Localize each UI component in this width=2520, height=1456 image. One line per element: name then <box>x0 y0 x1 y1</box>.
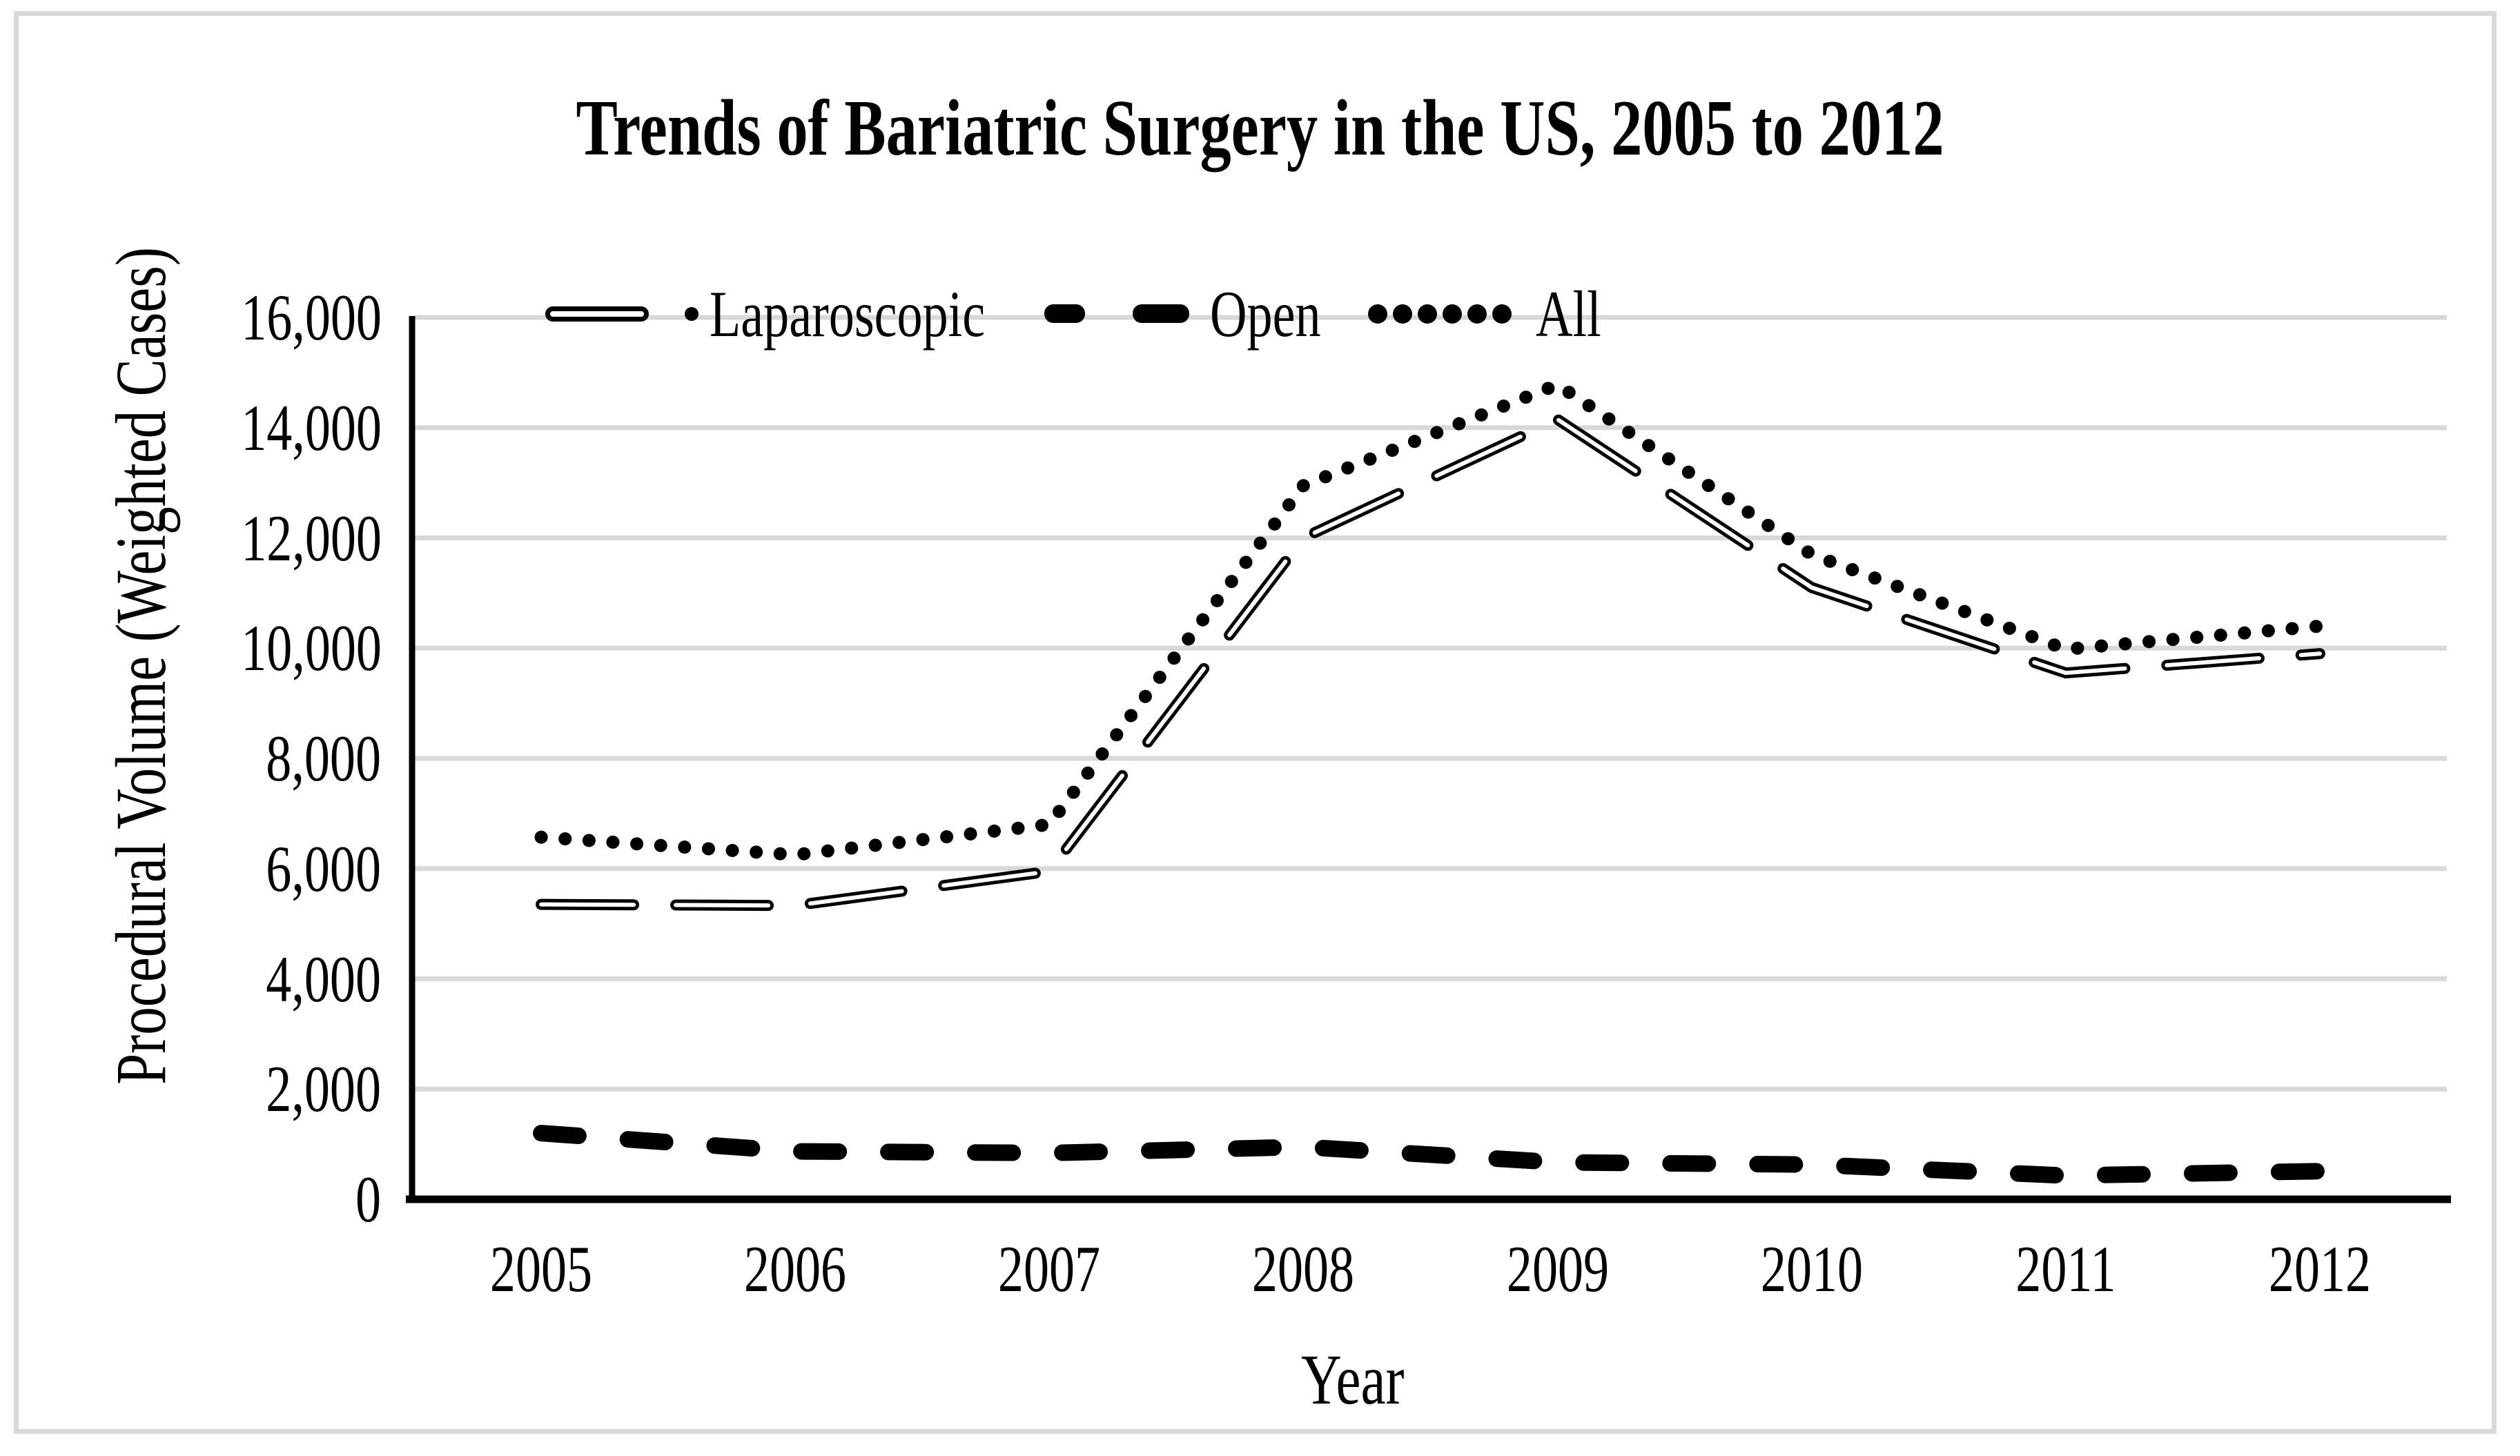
x-tick-label: 2008 <box>1252 1232 1355 1306</box>
legend-label-all: All <box>1536 277 1601 351</box>
y-tick-label: 14,000 <box>241 391 382 464</box>
legend-all-dot-marker <box>1418 304 1437 324</box>
legend-all-dot-marker <box>1467 304 1487 324</box>
series-all-line <box>534 377 2327 862</box>
x-tick-label: 2005 <box>489 1232 593 1306</box>
x-tick-label: 2009 <box>1506 1232 1609 1306</box>
chart-title: Trends of Bariatric Surgery in the US, 2… <box>0 88 2520 168</box>
figure-border <box>14 11 2497 1434</box>
legend-all-dot-marker <box>1443 304 1462 324</box>
x-tick-label: 2011 <box>2015 1232 2116 1306</box>
x-axis-title-text: Year <box>1301 1340 1405 1419</box>
y-tick-label: 8,000 <box>266 722 381 795</box>
y-axis-title-text: Procedural Volume (Weighted Cases) <box>101 247 181 1085</box>
legend-laparoscopic-line-marker <box>545 306 649 322</box>
legend-all-dot-marker <box>1492 304 1512 324</box>
y-tick-label: 6,000 <box>266 832 381 905</box>
legend-open-dash-marker <box>1133 304 1189 323</box>
y-tick-label: 12,000 <box>241 501 382 575</box>
series-laparoscopic-line-outer <box>536 413 2325 912</box>
legend-label-open: Open <box>1210 277 1321 351</box>
legend-laparoscopic-dot-marker <box>685 307 699 321</box>
legend-all-dot-marker <box>1368 304 1387 324</box>
legend-all-dot-marker <box>1393 304 1412 324</box>
legend-label-laparoscopic: Laparoscopic <box>710 277 986 351</box>
x-tick-label: 2012 <box>2268 1232 2372 1306</box>
x-axis-title: Year <box>1249 1344 1456 1416</box>
x-tick-label: 2007 <box>998 1232 1101 1306</box>
x-tick-label: 2006 <box>744 1232 847 1306</box>
x-tick-label: 2010 <box>1760 1232 1863 1306</box>
y-tick-label: 2,000 <box>266 1052 381 1126</box>
chart-title-text: Trends of Bariatric Surgery in the US, 2… <box>576 84 1944 173</box>
legend-open-dash-marker <box>1044 304 1085 323</box>
series-laparoscopic-line-core <box>539 417 2322 908</box>
y-tick-label: 0 <box>355 1163 381 1236</box>
y-tick-label: 4,000 <box>266 942 381 1016</box>
y-tick-label: 16,000 <box>241 281 382 354</box>
y-tick-label: 10,000 <box>241 611 382 685</box>
series-open-line <box>533 1125 2328 1184</box>
